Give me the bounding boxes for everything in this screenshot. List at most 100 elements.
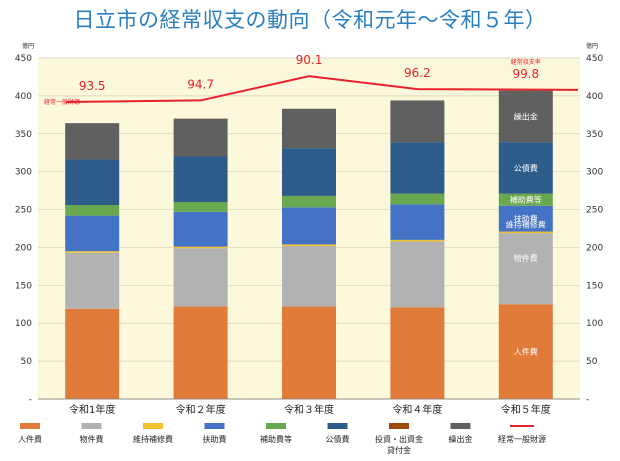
y-tick-left: 200 (15, 243, 32, 253)
bar-segment (65, 308, 120, 399)
bar-segment (498, 233, 553, 305)
y-tick-left: 150 (15, 281, 32, 291)
legend-label: 補助費等 (260, 434, 292, 444)
legend-swatch (20, 423, 40, 429)
bar-segment (65, 251, 120, 253)
bar-segment (65, 205, 120, 216)
y-tick-left: 50 (21, 357, 33, 367)
legend-label: 経常一般財源 (498, 434, 546, 444)
bar-segment (498, 90, 553, 143)
axes: - - 50 50 100 100 150 150 200 200 250 250 300 300 350 3… (15, 42, 604, 416)
segment-label: 人件費 (514, 347, 538, 357)
segment-label: 扶助費 (514, 214, 538, 224)
x-tick-label: 令和３年度 (284, 403, 334, 416)
bar-segment (498, 231, 553, 234)
bar-segment (498, 205, 553, 232)
bar-segment (65, 215, 120, 252)
x-tick-label: 令和５年度 (501, 403, 551, 416)
bar-segment (390, 241, 445, 308)
ratio-label: 96.2 (404, 66, 431, 80)
segment-label: 繰出金 (514, 111, 538, 121)
legend-swatch (204, 423, 225, 429)
y-unit-right: 億円 (586, 42, 598, 50)
y-tick-right: 50 (586, 357, 598, 367)
ratio-label: 94.7 (187, 77, 214, 91)
legend-swatch (143, 423, 163, 429)
legend-swatch (450, 423, 471, 429)
line-annotation: 経常一般財源 (44, 98, 80, 106)
legend-swatch (266, 423, 286, 429)
x-tick-label: 令和２年度 (176, 403, 226, 416)
y-tick-right: - (586, 395, 589, 405)
bar-segment (173, 248, 228, 307)
chart-title: 日立市の経常収支の動向（令和元年～令和５年） (73, 8, 547, 32)
y-unit-left: 億円 (22, 42, 34, 50)
bar-segment (390, 239, 445, 242)
y-tick-left: 350 (15, 130, 32, 140)
y-tick-right: 150 (586, 281, 603, 291)
ratio-label: 90.1 (296, 53, 323, 67)
y-tick-right: 400 (586, 92, 603, 102)
legend-label: 人件費 (18, 434, 42, 444)
y-tick-right: 100 (586, 319, 603, 329)
segment-label: 物件費 (514, 253, 538, 263)
y-tick-left: 400 (15, 92, 32, 102)
bar-segment (173, 156, 228, 202)
bar-segment (173, 118, 228, 157)
bar-stacks (65, 90, 553, 399)
bar-segment (282, 244, 336, 246)
bar-segment (390, 204, 445, 240)
legend-swatch (81, 423, 102, 429)
bar-segment (65, 159, 120, 206)
y-tick-left: 250 (15, 206, 32, 216)
x-tick-label: 令和1年度 (69, 403, 115, 416)
y-tick-left: 450 (15, 54, 32, 64)
bar-segment (282, 148, 336, 196)
ratio-label: 93.5 (79, 79, 106, 93)
legend-label-line2: 貸付金 (387, 445, 411, 455)
ratio-caption: 経常収支率 (511, 58, 541, 66)
legend-label: 投資・出資金 (375, 434, 423, 444)
bar-segment (498, 193, 553, 206)
bar-segment (390, 193, 445, 205)
y-tick-left: - (29, 395, 32, 405)
bar-segment (65, 123, 120, 160)
bar-segment (498, 304, 553, 399)
ratio-label: 99.8 (512, 67, 539, 81)
bar-segment (390, 100, 445, 143)
y-tick-right: 250 (586, 206, 603, 216)
x-tick-label: 令和４年度 (392, 403, 442, 416)
bar-segment (282, 207, 336, 245)
legend-swatch (389, 423, 409, 429)
legend-label: 公債費 (326, 434, 350, 444)
bar-segment (282, 108, 336, 149)
y-tick-right: 300 (586, 168, 603, 178)
legend-label: 物件費 (80, 434, 104, 444)
y-tick-right: 200 (586, 243, 603, 253)
bar-segment (282, 195, 336, 208)
bar-segment (390, 307, 445, 399)
general-revenue-line (65, 75, 579, 103)
y-tick-left: 100 (15, 319, 32, 329)
legend-swatch (327, 423, 348, 429)
legend-label: 扶助費 (203, 434, 227, 444)
bar-segment (390, 142, 445, 194)
segment-label: 維持補修費 (506, 220, 546, 230)
segment-label: 補助費等 (510, 195, 542, 205)
legend-label: 繰出金 (449, 434, 473, 444)
bar-segment (173, 201, 228, 212)
bar-segment (498, 142, 553, 194)
y-tick-right: 350 (586, 130, 603, 140)
y-tick-left: 300 (15, 168, 32, 178)
legend-label: 維持補修費 (133, 434, 173, 444)
bar-segment (173, 211, 228, 247)
bar-segment (173, 246, 228, 249)
segment-label: 公債費 (514, 163, 538, 173)
y-tick-right: 450 (586, 54, 603, 64)
bar-segment (65, 252, 120, 309)
